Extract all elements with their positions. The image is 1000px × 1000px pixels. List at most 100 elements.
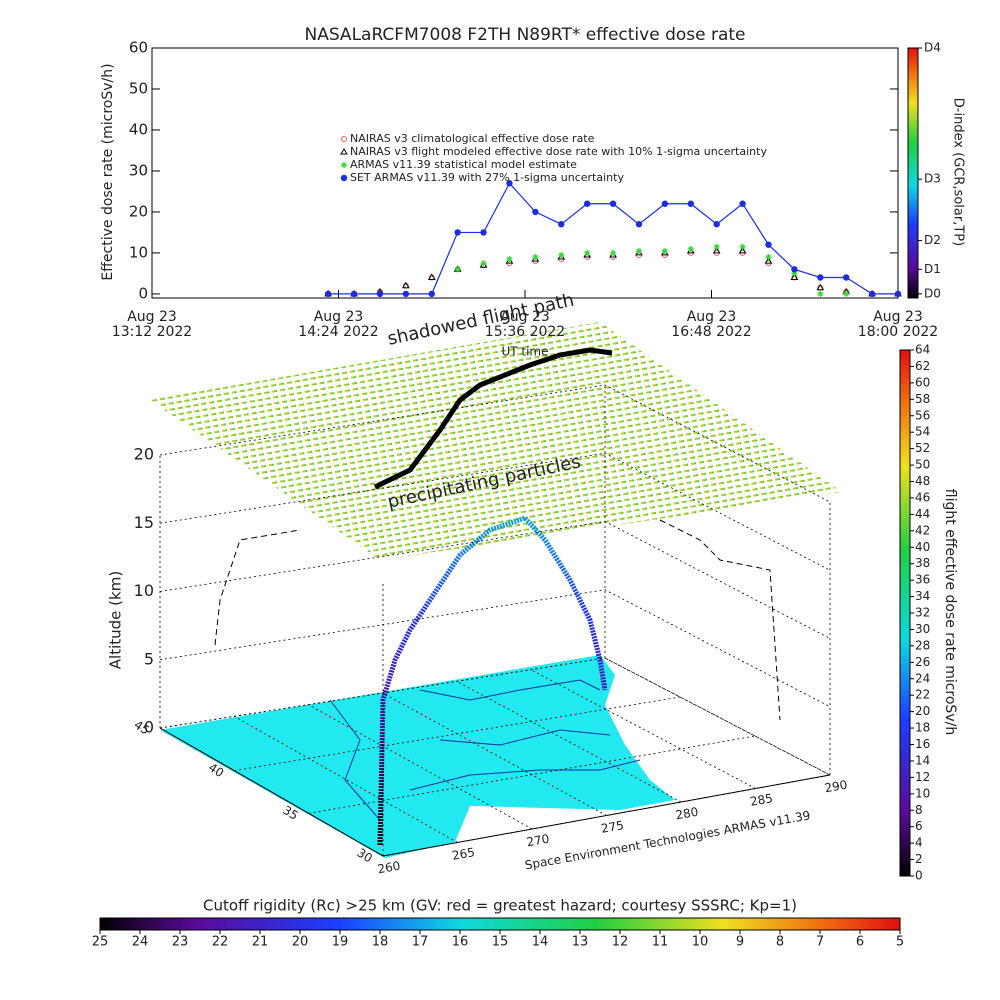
marker — [635, 221, 643, 228]
marker — [427, 273, 436, 281]
marker — [480, 229, 487, 236]
x-tick-label: Aug 23 — [873, 309, 923, 325]
wall-shadow — [659, 519, 781, 721]
colorbar-tick-label: 2 — [915, 852, 923, 866]
marker — [402, 290, 410, 298]
z-tick-label: 15 — [134, 513, 154, 532]
marker — [687, 245, 694, 252]
marker — [635, 247, 642, 254]
lat-tick-label: 30 — [355, 846, 375, 866]
marker — [454, 229, 461, 236]
colorbar-tick-label: 15 — [492, 935, 509, 950]
y-tick-label: 20 — [129, 202, 148, 220]
y-tick-label: 0 — [138, 284, 148, 302]
marker — [454, 266, 461, 273]
colorbar-tick-label: 0 — [915, 869, 923, 883]
legend-label: ARMAS v11.39 statistical model estimate — [350, 158, 577, 171]
marker — [428, 290, 435, 298]
colorbar — [99, 917, 901, 931]
colorbar-tick-label: 42 — [915, 523, 930, 537]
grid-line — [604, 657, 831, 776]
marker — [480, 260, 487, 267]
colorbar-tick-label: 36 — [915, 573, 930, 587]
map-borders — [409, 759, 641, 791]
y2-tick-label: D1 — [924, 262, 941, 276]
colorbar-tick-label: 7 — [816, 935, 824, 950]
colorbar-tick-label: 62 — [915, 359, 930, 373]
y-tick-label: 30 — [129, 161, 148, 179]
marker — [790, 273, 799, 281]
marker — [791, 270, 798, 277]
colorbar-tick-label: 9 — [736, 935, 744, 950]
lat-tick-label: 45 — [132, 718, 152, 738]
lat-tick-label: 40 — [206, 760, 226, 780]
marker — [687, 200, 694, 207]
x-tick-label: 16:48 2022 — [671, 324, 751, 340]
colorbar-tick-label: 21 — [252, 935, 269, 950]
y-axis-label: Effective dose rate (microSv/h) — [100, 63, 116, 280]
flight-path — [377, 515, 608, 846]
colorbar-tick-label: 38 — [915, 556, 930, 570]
colorbar-tick-label: 23 — [172, 935, 189, 950]
colorbar-tick-label: 24 — [915, 671, 930, 685]
x-tick-label: Aug 23 — [127, 309, 177, 325]
colorbar-tick-label: 58 — [915, 392, 930, 406]
x-tick-label: 18:00 2022 — [858, 324, 938, 340]
map-borders — [329, 699, 381, 821]
lon-tick-label: 265 — [451, 845, 476, 863]
y-tick-label: 60 — [129, 39, 148, 57]
colorbar-tick-label: 16 — [915, 737, 930, 751]
z-tick-label: 0 — [144, 718, 154, 737]
z-tick-label: 5 — [144, 649, 154, 668]
lon-tick-label: 275 — [600, 818, 625, 836]
marker — [661, 200, 669, 207]
colorbar-tick-label: 10 — [915, 786, 930, 800]
marker — [558, 221, 565, 228]
legend-marker — [340, 174, 348, 182]
lon-tick-label: 280 — [674, 805, 699, 823]
z-tick-label: 10 — [134, 581, 154, 600]
colorbar-tick-label: 10 — [692, 935, 709, 950]
colorbar-tick-label: 14 — [915, 753, 930, 767]
marker — [739, 243, 746, 250]
y2-tick-label: D0 — [924, 286, 941, 300]
legend-label: NAIRAS v3 flight modeled effective dose … — [350, 145, 767, 158]
y2-tick-label: D4 — [924, 41, 941, 55]
lon-tick-label: 290 — [823, 778, 848, 796]
x-axis-label: UT time — [501, 345, 548, 359]
marker — [532, 254, 539, 261]
grid-line — [159, 384, 831, 503]
y2-tick-label: D2 — [924, 233, 941, 247]
marker — [817, 274, 824, 281]
marker — [350, 290, 358, 298]
lon-tick-label: 260 — [376, 859, 401, 877]
colorbar-tick-label: 6 — [856, 935, 864, 950]
y-tick-label: 50 — [129, 79, 148, 97]
colorbar-tick-label: 26 — [915, 655, 930, 669]
x-tick-label: Aug 23 — [500, 309, 550, 325]
legend-marker — [340, 148, 348, 155]
marker — [506, 256, 513, 263]
x-tick-label: Aug 23 — [314, 309, 364, 325]
colorbar-tick-label: 8 — [915, 803, 923, 817]
colorbar-tick-label: 19 — [332, 935, 349, 950]
colorbar-tick-label: 12 — [612, 935, 629, 950]
x-tick-label: 15:36 2022 — [485, 324, 565, 340]
colorbar-tick-label: 12 — [915, 770, 930, 784]
z-axis-label: Altitude (km) — [107, 571, 125, 669]
colorbar-label: Cutoff rigidity (Rc) >25 km (GV: red = g… — [203, 897, 797, 915]
colorbar-tick-label: 48 — [915, 474, 930, 488]
colorbar-tick-label: 18 — [372, 935, 389, 950]
wall-shadow — [214, 529, 301, 646]
grid-line — [159, 452, 831, 571]
y2-tick-label: D3 — [924, 172, 941, 186]
colorbar-tick-label: 54 — [915, 425, 930, 439]
marker — [558, 251, 565, 258]
grid-line — [159, 521, 831, 639]
marker — [583, 200, 591, 207]
marker — [817, 290, 824, 297]
lat-tick-label: 35 — [280, 803, 300, 823]
colorbar-tick-label: 44 — [915, 507, 930, 521]
colorbar-tick-label: 46 — [915, 490, 930, 504]
colorbar-tick-label: 22 — [915, 688, 930, 702]
